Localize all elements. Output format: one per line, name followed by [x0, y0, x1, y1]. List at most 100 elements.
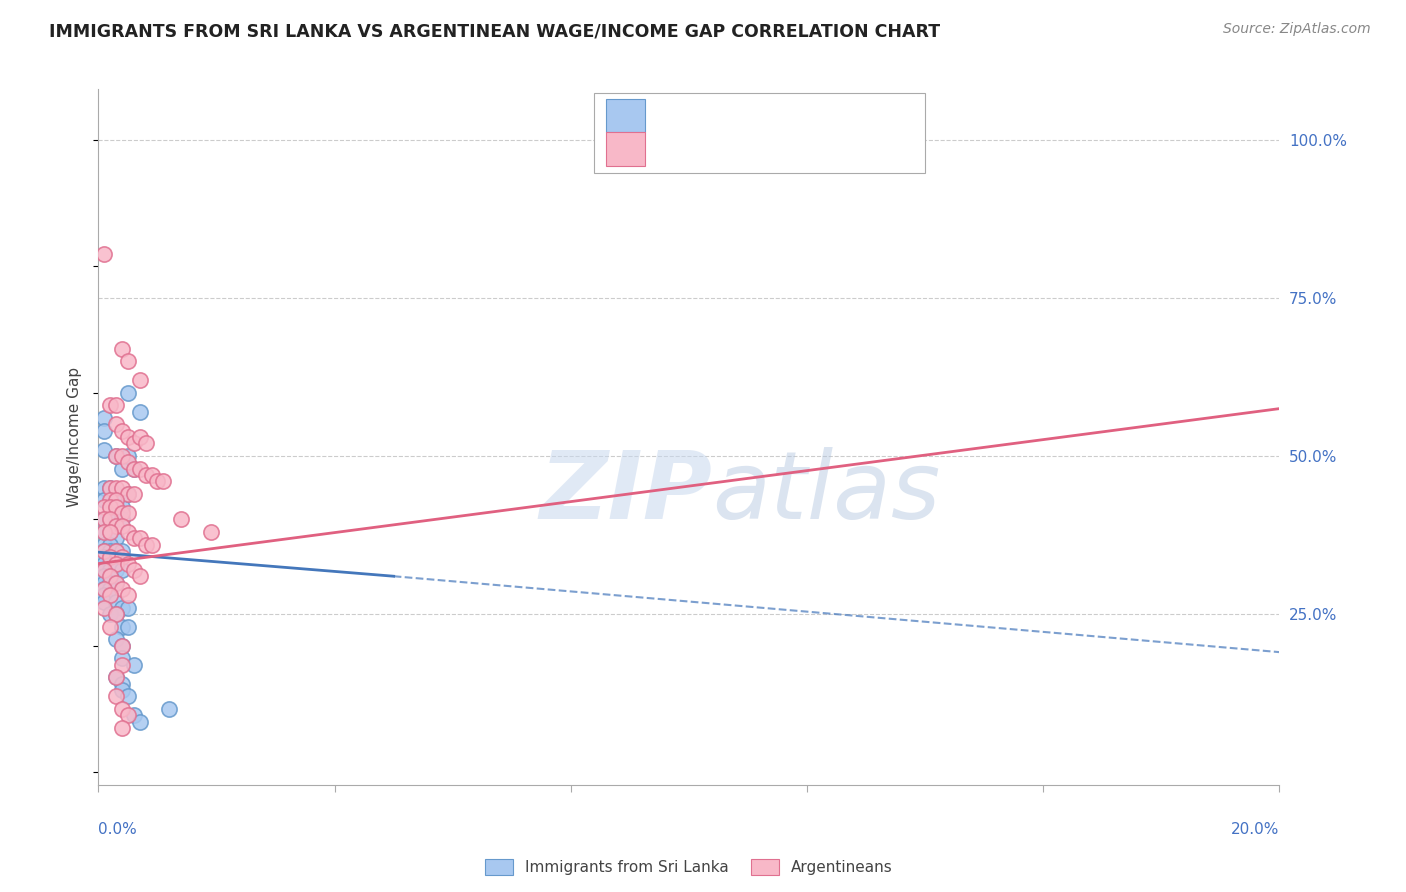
Point [128, 714, 150, 729]
Point [135, 538, 157, 552]
Point [111, 461, 134, 475]
Point [122, 563, 145, 577]
Point [128, 569, 150, 583]
Point [105, 632, 128, 647]
Point [93, 442, 115, 457]
Point [93, 246, 115, 260]
Point [141, 468, 163, 483]
Point [117, 449, 139, 463]
Point [93, 594, 115, 608]
Point [105, 670, 128, 684]
Point [128, 430, 150, 444]
Point [93, 524, 115, 539]
Point [105, 487, 128, 501]
Point [105, 481, 128, 495]
Point [105, 531, 128, 545]
Point [122, 708, 145, 723]
Point [111, 657, 134, 672]
Point [128, 461, 150, 475]
Point [105, 544, 128, 558]
Point [98, 481, 121, 495]
Point [98, 550, 121, 565]
Point [122, 487, 145, 501]
Point [117, 385, 139, 400]
Text: R =  0.309   N = 75: R = 0.309 N = 75 [659, 140, 849, 158]
Point [98, 563, 121, 577]
Point [93, 512, 115, 526]
Point [105, 557, 128, 571]
Point [98, 588, 121, 602]
Text: atlas: atlas [713, 447, 941, 538]
Point [93, 524, 115, 539]
Point [93, 582, 115, 596]
Point [122, 531, 145, 545]
Point [93, 575, 115, 590]
Point [98, 481, 121, 495]
Point [98, 524, 121, 539]
Point [93, 424, 115, 438]
Point [98, 399, 121, 413]
Y-axis label: Wage/Income Gap: Wage/Income Gap [67, 367, 83, 508]
Point [105, 557, 128, 571]
Point [111, 563, 134, 577]
Point [117, 620, 139, 634]
Point [93, 582, 115, 596]
Point [105, 544, 128, 558]
Point [98, 493, 121, 508]
Point [111, 651, 134, 665]
Point [157, 702, 180, 716]
Point [93, 481, 115, 495]
Point [98, 550, 121, 565]
Text: 0.0%: 0.0% [98, 822, 138, 837]
Point [146, 475, 169, 489]
Point [98, 557, 121, 571]
Point [98, 493, 121, 508]
Point [111, 342, 134, 356]
Point [111, 481, 134, 495]
Point [93, 550, 115, 565]
Point [117, 354, 139, 368]
Point [105, 500, 128, 514]
Point [105, 670, 128, 684]
Point [93, 500, 115, 514]
Text: R = -0.070   N = 67: R = -0.070 N = 67 [659, 107, 849, 125]
Point [128, 531, 150, 545]
Point [105, 575, 128, 590]
Point [111, 683, 134, 698]
Point [105, 563, 128, 577]
Point [117, 690, 139, 704]
Point [200, 524, 222, 539]
Point [170, 512, 193, 526]
Point [105, 399, 128, 413]
Point [122, 461, 145, 475]
Point [122, 461, 145, 475]
Point [117, 708, 139, 723]
Point [111, 677, 134, 691]
Point [105, 449, 128, 463]
Point [117, 506, 139, 520]
Point [105, 575, 128, 590]
Point [98, 512, 121, 526]
Point [93, 563, 115, 577]
Point [111, 424, 134, 438]
Point [98, 569, 121, 583]
Bar [606, 99, 645, 132]
Point [93, 557, 115, 571]
Point [117, 430, 139, 444]
Point [111, 550, 134, 565]
Point [98, 500, 121, 514]
Point [98, 524, 121, 539]
Point [98, 588, 121, 602]
Point [105, 449, 128, 463]
Point [117, 600, 139, 615]
Point [111, 620, 134, 634]
Text: ZIP: ZIP [540, 447, 713, 539]
Point [105, 594, 128, 608]
Point [122, 657, 145, 672]
Point [105, 512, 128, 526]
Point [128, 405, 150, 419]
Text: IMMIGRANTS FROM SRI LANKA VS ARGENTINEAN WAGE/INCOME GAP CORRELATION CHART: IMMIGRANTS FROM SRI LANKA VS ARGENTINEAN… [49, 22, 941, 40]
Text: 20.0%: 20.0% [1232, 822, 1279, 837]
Point [111, 518, 134, 533]
Point [111, 702, 134, 716]
